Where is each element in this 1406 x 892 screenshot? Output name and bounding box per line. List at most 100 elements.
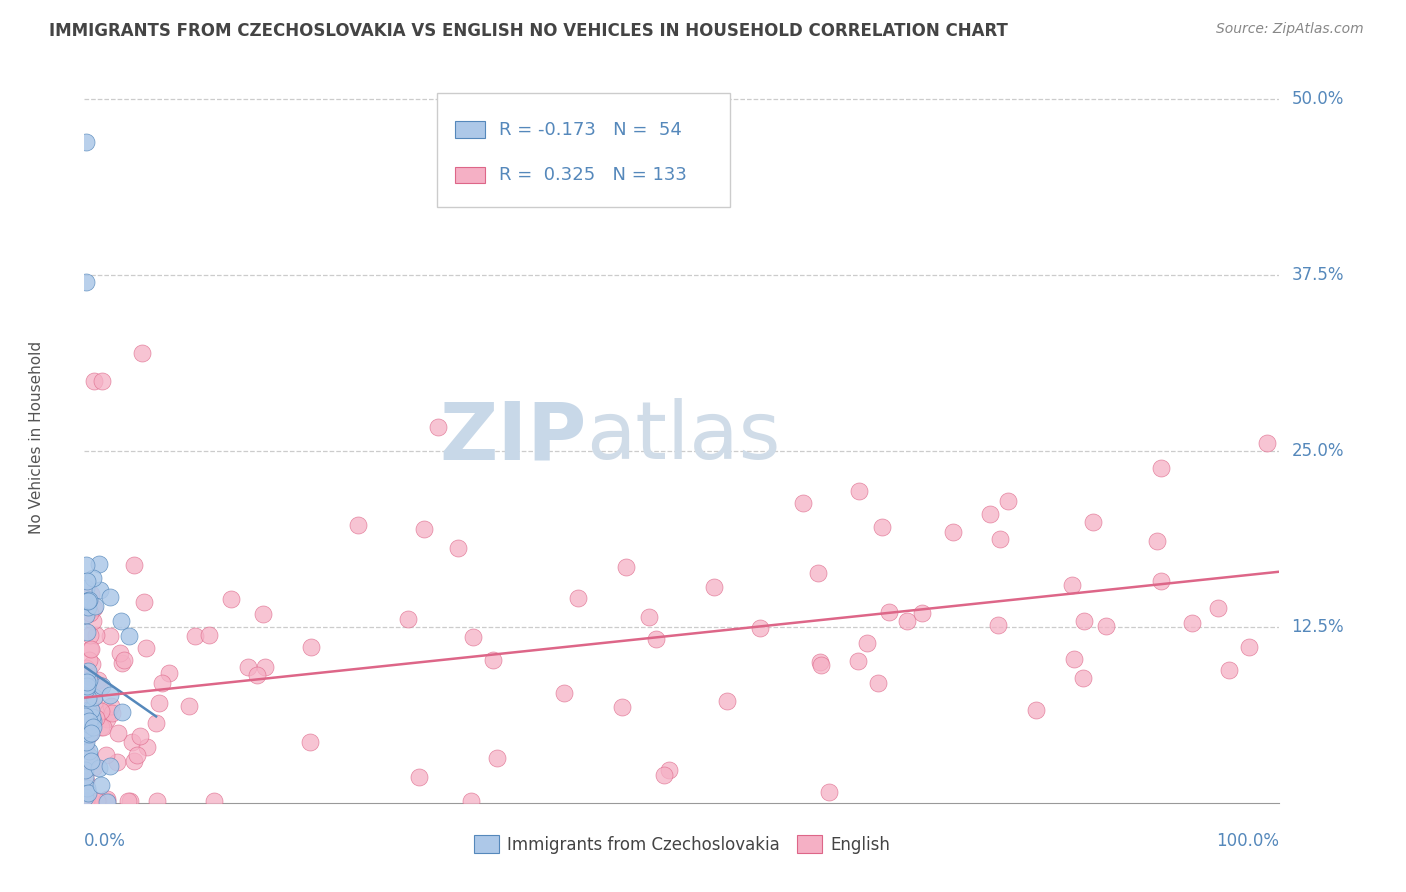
Text: R =  0.325   N = 133: R = 0.325 N = 133 xyxy=(499,166,688,184)
Point xyxy=(77,794,100,808)
Point xyxy=(90,374,112,388)
Point xyxy=(77,673,100,687)
Point xyxy=(77,664,100,678)
Point xyxy=(127,748,149,763)
Point xyxy=(134,595,156,609)
Text: atlas: atlas xyxy=(586,398,780,476)
Text: R = -0.173   N =  54: R = -0.173 N = 54 xyxy=(499,120,682,138)
Point xyxy=(807,566,830,581)
Point xyxy=(111,706,134,720)
Point xyxy=(855,636,877,650)
Point xyxy=(135,739,157,754)
Legend: Immigrants from Czechoslovakia, English: Immigrants from Czechoslovakia, English xyxy=(467,829,897,860)
Point xyxy=(83,760,105,774)
Point xyxy=(75,725,97,739)
Point xyxy=(461,631,484,645)
Point xyxy=(76,675,98,690)
Point xyxy=(346,517,368,532)
Point xyxy=(111,656,134,670)
Point xyxy=(87,761,110,775)
Point xyxy=(73,728,96,742)
Point xyxy=(808,656,831,670)
Point xyxy=(396,612,419,626)
Point xyxy=(76,574,98,588)
Point xyxy=(76,703,98,717)
Point xyxy=(129,729,152,743)
Point xyxy=(84,711,107,725)
Point xyxy=(408,770,430,784)
Text: Source: ZipAtlas.com: Source: ZipAtlas.com xyxy=(1216,22,1364,37)
Point xyxy=(77,785,100,799)
Point xyxy=(202,794,225,808)
Point xyxy=(76,727,98,741)
Point xyxy=(652,768,675,782)
Point xyxy=(1060,578,1083,592)
Point xyxy=(100,699,122,714)
Point xyxy=(810,658,832,673)
Text: No Vehicles in Household: No Vehicles in Household xyxy=(30,341,44,533)
Point xyxy=(157,666,180,681)
Point xyxy=(482,653,505,667)
Point xyxy=(98,758,121,772)
Point xyxy=(80,725,103,739)
Point xyxy=(75,661,97,675)
Point xyxy=(80,587,103,601)
Point xyxy=(997,494,1019,508)
Point xyxy=(145,715,167,730)
Point xyxy=(749,621,772,635)
Point xyxy=(87,673,110,687)
Point xyxy=(98,590,121,604)
Point xyxy=(1256,436,1278,450)
Point xyxy=(75,581,97,595)
Point xyxy=(86,794,108,808)
Point xyxy=(1094,618,1116,632)
Point xyxy=(870,519,893,533)
Point xyxy=(941,524,963,539)
Point xyxy=(76,781,98,796)
Point xyxy=(426,420,449,434)
Point xyxy=(90,720,112,734)
Point xyxy=(612,699,634,714)
Point xyxy=(110,614,132,628)
Point xyxy=(90,778,112,792)
Point xyxy=(75,682,97,697)
Point xyxy=(299,640,322,654)
Point xyxy=(122,755,145,769)
Point xyxy=(879,605,901,619)
Point xyxy=(848,484,870,499)
Point xyxy=(82,614,104,628)
Point xyxy=(121,735,143,749)
Point xyxy=(82,571,104,585)
Point xyxy=(75,773,97,788)
Point xyxy=(117,629,139,643)
Point xyxy=(75,731,97,745)
Text: IMMIGRANTS FROM CZECHOSLOVAKIA VS ENGLISH NO VEHICLES IN HOUSEHOLD CORRELATION C: IMMIGRANTS FROM CZECHOSLOVAKIA VS ENGLIS… xyxy=(49,22,1008,40)
Point xyxy=(152,676,174,690)
Point xyxy=(98,688,121,702)
FancyBboxPatch shape xyxy=(437,94,730,207)
Point xyxy=(131,345,153,359)
Point xyxy=(792,496,814,510)
Point xyxy=(80,710,103,724)
Point xyxy=(645,632,668,646)
Point xyxy=(77,599,100,614)
Point xyxy=(108,646,131,660)
Point xyxy=(75,794,97,808)
Point xyxy=(77,676,100,690)
Point xyxy=(75,276,97,290)
Point xyxy=(80,641,103,656)
Point xyxy=(79,727,101,741)
Point xyxy=(79,642,101,657)
Point xyxy=(83,695,105,709)
Point xyxy=(1146,534,1168,549)
Point xyxy=(77,755,100,769)
Point xyxy=(96,747,118,762)
Point xyxy=(80,657,103,671)
Point xyxy=(96,792,118,806)
Point xyxy=(412,522,434,536)
Point xyxy=(97,705,120,719)
Point xyxy=(77,744,100,758)
Text: 25.0%: 25.0% xyxy=(1292,442,1344,460)
Point xyxy=(75,708,97,723)
Point xyxy=(77,594,100,608)
